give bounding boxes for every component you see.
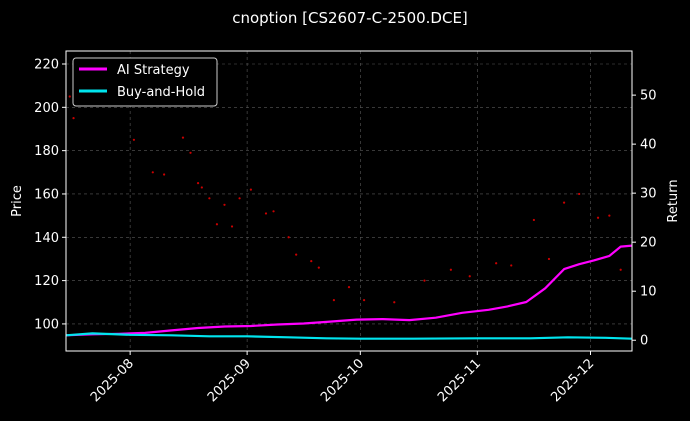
x-tick-label: 2025-11 bbox=[435, 356, 484, 405]
price-point bbox=[423, 279, 426, 282]
price-point bbox=[547, 257, 551, 261]
left-axis: 100 120 140 160 180 200 220 bbox=[34, 57, 66, 332]
legend-frame bbox=[72, 57, 218, 107]
right-axis: 0 10 20 30 40 50 bbox=[632, 89, 657, 349]
price-point bbox=[310, 260, 313, 263]
price-point bbox=[189, 151, 192, 154]
y-axis-label: Price bbox=[10, 185, 25, 217]
y-tick-label: 220 bbox=[34, 57, 59, 72]
price-point bbox=[215, 223, 219, 226]
price-point bbox=[249, 188, 252, 191]
series-lines bbox=[65, 244, 633, 340]
series-line-ai-strategy bbox=[65, 244, 633, 337]
price-point bbox=[619, 268, 622, 271]
x-tick-label: 2025-08 bbox=[88, 356, 137, 405]
price-point bbox=[230, 225, 234, 228]
y2-tick-label: 40 bbox=[640, 138, 657, 153]
price-point bbox=[151, 171, 154, 174]
price-point bbox=[208, 197, 211, 200]
price-point bbox=[468, 275, 471, 278]
price-point bbox=[196, 182, 200, 185]
y-tick-label: 100 bbox=[34, 317, 59, 332]
y-tick-label: 160 bbox=[34, 187, 59, 202]
price-point bbox=[200, 186, 203, 189]
plot-frame bbox=[65, 50, 633, 352]
x-axis: 2025-08 2025-09 2025-10 2025-11 2025-12 bbox=[88, 351, 597, 405]
price-point bbox=[347, 286, 351, 289]
x-tick-label: 2025-10 bbox=[318, 356, 367, 405]
price-point bbox=[132, 138, 136, 141]
price-point bbox=[510, 264, 513, 267]
price-point bbox=[608, 214, 611, 217]
price-point bbox=[163, 173, 166, 176]
legend: AI Strategy Buy-and-Hold bbox=[72, 57, 218, 107]
legend-label-ai-strategy: AI Strategy bbox=[117, 63, 190, 78]
price-point bbox=[72, 117, 75, 120]
price-point bbox=[317, 266, 320, 269]
y-tick-label: 200 bbox=[34, 101, 59, 116]
chart-title: cnoption [CS2607-C-2500.DCE] bbox=[232, 9, 468, 27]
y2-tick-label: 20 bbox=[640, 236, 657, 251]
grid bbox=[66, 51, 632, 351]
price-point bbox=[362, 298, 366, 302]
y-tick-label: 120 bbox=[34, 274, 59, 289]
price-point bbox=[223, 203, 226, 206]
price-point bbox=[393, 301, 396, 304]
price-point bbox=[596, 216, 600, 219]
price-point bbox=[578, 192, 581, 196]
x-tick-label: 2025-12 bbox=[548, 356, 597, 405]
price-point bbox=[238, 197, 241, 200]
price-point bbox=[562, 201, 566, 204]
price-point bbox=[332, 298, 336, 302]
y2-tick-label: 10 bbox=[640, 285, 657, 300]
legend-label-buy-and-hold: Buy-and-Hold bbox=[117, 85, 205, 100]
y2-tick-label: 30 bbox=[640, 187, 657, 202]
y-tick-label: 180 bbox=[34, 144, 59, 159]
y-tick-label: 140 bbox=[34, 231, 59, 246]
series-line-buy-and-hold bbox=[65, 332, 633, 340]
price-scatter bbox=[68, 95, 622, 304]
x-tick-label: 2025-09 bbox=[205, 356, 254, 405]
y2-tick-label: 0 bbox=[640, 334, 648, 349]
price-point bbox=[264, 212, 268, 215]
price-point bbox=[272, 210, 275, 213]
y2-tick-label: 50 bbox=[640, 89, 657, 104]
price-point bbox=[287, 236, 290, 239]
price-point bbox=[495, 262, 498, 265]
price-point bbox=[68, 95, 71, 98]
price-point bbox=[295, 253, 298, 256]
price-point bbox=[449, 268, 452, 271]
price-point bbox=[181, 136, 185, 139]
y2-axis-label: Return bbox=[666, 179, 681, 222]
price-point bbox=[532, 218, 535, 222]
